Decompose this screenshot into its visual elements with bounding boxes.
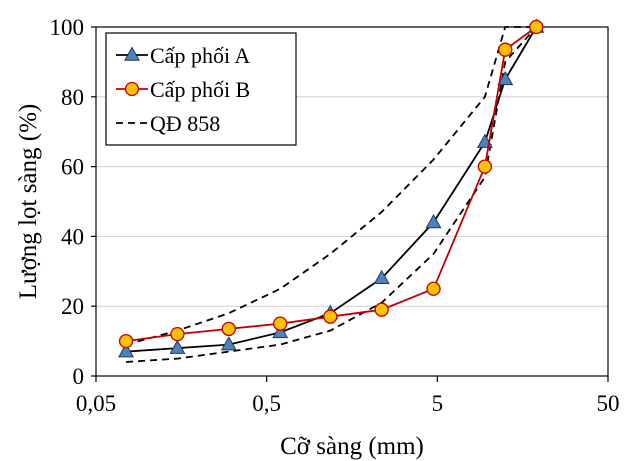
series-a-point (497, 70, 514, 86)
x-tick-label: 50 (597, 391, 620, 416)
x-tick-label: 0,5 (252, 391, 281, 416)
legend-swatch-marker (124, 46, 140, 61)
x-tick-label: 0,05 (76, 391, 116, 416)
y-tick-label: 40 (61, 224, 84, 249)
series-b-point (323, 309, 338, 324)
series-b-point (118, 333, 134, 349)
y-axis-ticks: 0 20 40 60 80 100 (50, 15, 96, 389)
series-b-point (273, 316, 288, 331)
y-tick-label: 20 (61, 294, 84, 319)
series-b-line (125, 26, 537, 342)
x-axis-title: Cỡ sàng (mm) (280, 433, 424, 460)
series-a-point (169, 339, 186, 354)
y-tick-label: 100 (50, 15, 85, 40)
series-b-point (477, 159, 493, 174)
y-axis-title: Lượng lọt sàng (%) (15, 104, 42, 299)
x-tick-label: 5 (432, 391, 444, 416)
y-tick-label: 60 (61, 155, 84, 180)
series-b-point (221, 321, 236, 337)
series-a-point (118, 343, 135, 358)
legend: Cấp phối A Cấp phối B QĐ 858 (105, 32, 297, 146)
series-qd858-upper-line (125, 26, 537, 346)
series-b-point (374, 302, 389, 317)
series-b-point (426, 281, 441, 296)
series-layer (118, 18, 545, 363)
plot-area-frame (95, 26, 609, 377)
legend-label: QĐ 858 (150, 111, 220, 136)
series-b-point (170, 326, 185, 342)
legend-label: Cấp phối A (150, 43, 250, 68)
x-axis-ticks: 0,05 0,5 5 50 (76, 376, 620, 416)
series-a-point (220, 336, 237, 351)
legend-swatch-marker (124, 81, 140, 97)
y-tick-label: 0 (73, 364, 85, 389)
legend-label: Cấp phối B (150, 77, 250, 102)
series-b-point (529, 19, 544, 35)
y-tick-label: 80 (61, 85, 84, 110)
series-a-point (373, 269, 390, 285)
series-qd858-lower-line (126, 26, 537, 363)
series-b-point (498, 42, 513, 57)
series-a-point (272, 323, 289, 339)
series-a-point (425, 213, 442, 229)
